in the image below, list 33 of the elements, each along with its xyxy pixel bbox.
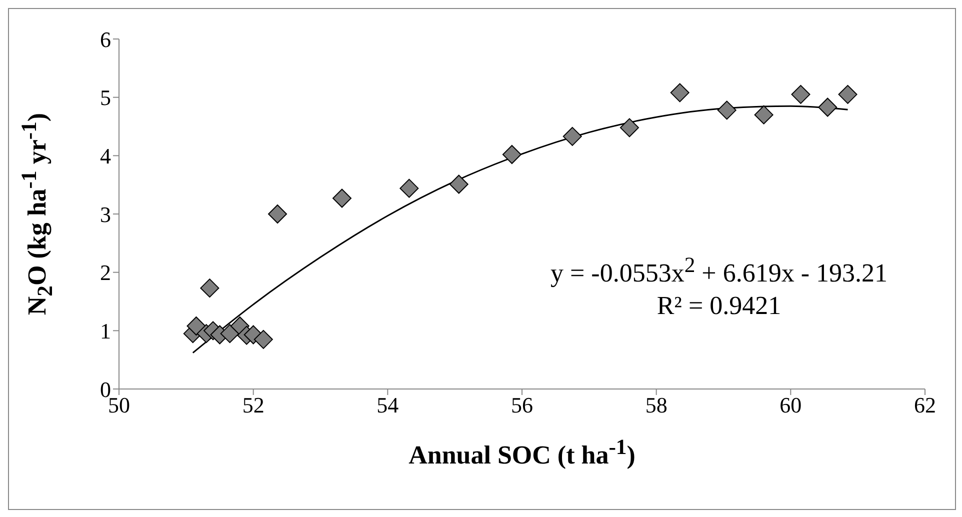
x-tick-label: 54 <box>376 392 399 418</box>
point <box>670 83 690 102</box>
point <box>220 324 240 344</box>
point <box>838 84 858 104</box>
x-axis-title: Annual SOC (t ha$^{-1}$) <box>408 435 636 471</box>
annotation: y = -0.0553x$^{2}$ + 6.619x - 193.21 <box>550 252 888 290</box>
x-tick-label: 60 <box>780 392 802 418</box>
point <box>620 118 639 138</box>
point <box>332 188 352 208</box>
annotation: R² = 0.9421 <box>656 290 782 322</box>
point <box>717 100 736 120</box>
x-tick-label: 52 <box>242 392 264 418</box>
point <box>254 330 273 349</box>
y-tick-label: 3 <box>100 202 111 227</box>
point <box>200 278 220 298</box>
point <box>502 145 522 164</box>
point <box>186 316 206 336</box>
y-tick-label: 0 <box>100 376 111 402</box>
point <box>268 204 288 224</box>
point <box>562 126 582 146</box>
y-tick-label: 5 <box>100 85 111 110</box>
y-tick-label: 6 <box>100 26 111 52</box>
x-tick-label: 62 <box>914 392 936 418</box>
point <box>754 105 774 124</box>
x-tick-label: 56 <box>511 392 533 418</box>
point <box>818 98 838 117</box>
y-tick-label: 2 <box>100 260 111 286</box>
y-tick-label: 1 <box>100 318 111 344</box>
y-tick-label: 4 <box>100 143 111 168</box>
point <box>400 178 419 198</box>
x-tick-label: 58 <box>645 392 668 418</box>
point <box>791 84 810 104</box>
point <box>449 174 468 194</box>
